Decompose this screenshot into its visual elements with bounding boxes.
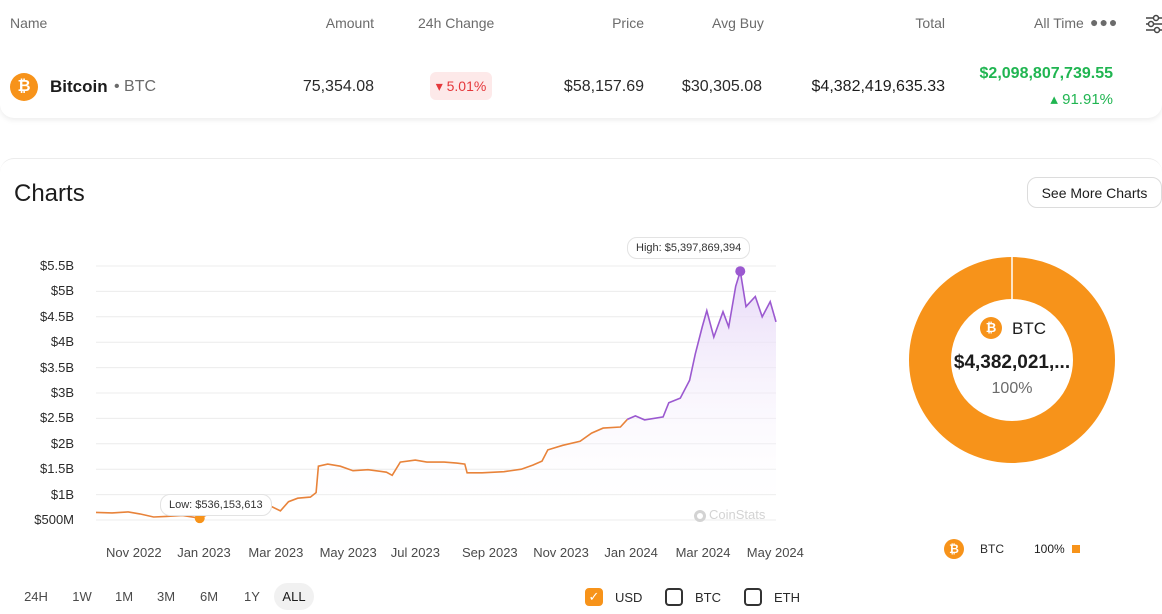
y-tick-label: $5B <box>50 283 74 299</box>
donut-total: $4,382,021,... <box>953 352 1071 373</box>
range-button-1m[interactable]: 1M <box>114 589 134 604</box>
settings-sliders-icon[interactable] <box>1146 14 1162 39</box>
checkbox-btc[interactable] <box>665 588 683 606</box>
x-tick-label: Jul 2023 <box>390 545 440 560</box>
x-tick-label: May 2023 <box>319 545 377 560</box>
y-tick-label: $2.5B <box>40 410 74 426</box>
checkbox-label-eth[interactable]: ETH <box>774 590 800 605</box>
watermark-text: CoinStats <box>709 507 766 522</box>
x-tick-label: Mar 2023 <box>248 545 304 560</box>
y-tick-label: $5.5B <box>40 258 74 273</box>
checkbox-label-usd[interactable]: USD <box>615 590 643 605</box>
checkbox-usd[interactable]: ✓ <box>585 588 603 606</box>
value-line-recent <box>626 270 777 421</box>
value-area-fill <box>96 271 776 520</box>
legend-bitcoin-icon: ₿ <box>944 539 964 559</box>
legend-percent: 100% <box>1034 542 1065 556</box>
bitcoin-icon: ₿ <box>10 73 38 101</box>
y-tick-label: $4B <box>50 334 74 350</box>
checkbox-eth[interactable] <box>744 588 762 606</box>
x-tick-label: Sep 2023 <box>462 545 518 560</box>
range-button-3m[interactable]: 3M <box>156 589 176 604</box>
header-name[interactable]: Name <box>10 15 48 31</box>
profit-percent: ▴ 91.91% <box>1050 91 1113 108</box>
charts-title: Charts <box>14 180 85 207</box>
y-tick-label: $1.5B <box>40 461 74 477</box>
price-value: $58,157.69 <box>563 78 644 95</box>
range-button-1y[interactable]: 1Y <box>244 589 260 604</box>
y-tick-label: $500M <box>34 512 74 527</box>
donut-bitcoin-icon: ₿ <box>980 317 1002 339</box>
header-avg-buy[interactable]: Avg Buy <box>712 15 764 31</box>
y-tick-label: $4.5B <box>40 308 74 324</box>
charts-card <box>0 158 1162 614</box>
y-tick-label: $3B <box>50 385 74 400</box>
avg-buy-value: $30,305.08 <box>681 78 762 95</box>
checkbox-label-btc[interactable]: BTC <box>695 590 721 605</box>
total-value: $4,382,419,635.33 <box>811 78 945 95</box>
profit-value: $2,098,807,739.55 <box>979 65 1113 82</box>
range-button-6m[interactable]: 6M <box>199 589 219 604</box>
x-tick-label: Jan 2023 <box>177 545 231 560</box>
header-24h-change[interactable]: 24h Change <box>418 15 495 31</box>
coinstats-logo-icon <box>694 510 706 522</box>
x-tick-label: May 2024 <box>746 545 804 560</box>
header-total[interactable]: Total <box>915 15 945 31</box>
more-options-icon[interactable]: ●●● <box>1090 14 1119 30</box>
x-tick-label: Mar 2024 <box>675 545 731 560</box>
time-filter-dropdown[interactable]: All Time <box>1034 15 1084 31</box>
change-24h-badge: ▾ 5.01% <box>430 72 492 100</box>
header-amount[interactable]: Amount <box>325 15 374 31</box>
see-more-charts-button[interactable]: See More Charts <box>1027 177 1162 208</box>
high-value-label: High: $5,397,869,394 <box>627 237 751 259</box>
y-tick-label: $1B <box>50 486 74 502</box>
donut-percent: 100% <box>991 380 1033 397</box>
coin-name[interactable]: Bitcoin <box>50 77 108 96</box>
range-button-1w[interactable]: 1W <box>72 589 92 604</box>
coinstats-watermark: CoinStats <box>694 507 765 522</box>
y-tick-label: $3.5B <box>40 359 74 375</box>
y-tick-label: $2B <box>50 435 74 451</box>
high-point-marker <box>735 266 746 277</box>
x-tick-label: Nov 2022 <box>106 545 162 560</box>
coin-symbol: • BTC <box>114 78 157 95</box>
amount-value: 75,354.08 <box>302 78 374 95</box>
donut-symbol: BTC <box>1012 319 1046 338</box>
header-price[interactable]: Price <box>612 15 644 31</box>
legend-symbol: BTC <box>980 542 1004 556</box>
x-tick-label: Nov 2023 <box>533 545 589 560</box>
holdings-table: Name Amount 24h Change Price Avg Buy Tot… <box>0 0 1162 118</box>
x-tick-label: Jan 2024 <box>604 545 658 560</box>
low-value-label: Low: $536,153,613 <box>160 494 272 516</box>
range-button-all[interactable]: ALL <box>274 583 314 610</box>
range-button-24h[interactable]: 24H <box>24 589 48 604</box>
legend-color-swatch <box>1072 545 1080 553</box>
